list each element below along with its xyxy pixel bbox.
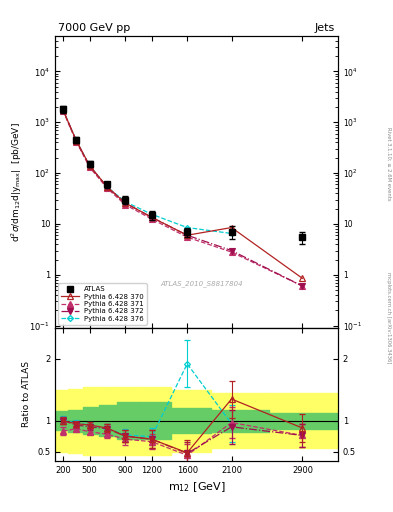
Text: mcplots.cern.ch [arXiv:1306.3436]: mcplots.cern.ch [arXiv:1306.3436] [386, 272, 391, 363]
Y-axis label: Ratio to ATLAS: Ratio to ATLAS [22, 361, 31, 428]
Text: ATLAS_2010_S8817804: ATLAS_2010_S8817804 [161, 281, 244, 287]
Text: Jets: Jets [315, 23, 335, 33]
Y-axis label: d$^2\sigma$/dm$_{12}$d|y$_{\rm max}$|  [pb/GeV]: d$^2\sigma$/dm$_{12}$d|y$_{\rm max}$| [p… [9, 122, 24, 242]
Text: Rivet 3.1.10; ≥ 2.6M events: Rivet 3.1.10; ≥ 2.6M events [386, 127, 391, 201]
X-axis label: m$_{12}$ [GeV]: m$_{12}$ [GeV] [168, 480, 225, 494]
Text: 7000 GeV pp: 7000 GeV pp [58, 23, 130, 33]
Legend: ATLAS, Pythia 6.428 370, Pythia 6.428 371, Pythia 6.428 372, Pythia 6.428 376: ATLAS, Pythia 6.428 370, Pythia 6.428 37… [59, 284, 147, 325]
